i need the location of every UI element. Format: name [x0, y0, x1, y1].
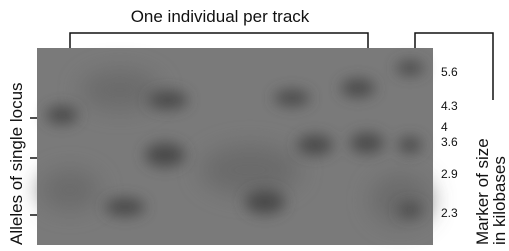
left-label: Alleles of single locus [7, 82, 26, 245]
right-label: in kilobases [490, 156, 509, 245]
size-label: 4 [441, 120, 448, 134]
figure: One individual per track Alleles of sing… [0, 0, 509, 251]
title: One individual per track [131, 7, 310, 26]
size-label: 2.3 [441, 206, 458, 220]
size-label: 4.3 [441, 99, 458, 113]
gel [37, 48, 433, 245]
size-label: 5.6 [441, 65, 458, 79]
size-label: 2.9 [441, 167, 458, 181]
size-label: 3.6 [441, 135, 458, 149]
size-labels: 5.6 4.3 43.6 2.9 2.3 [441, 65, 458, 220]
